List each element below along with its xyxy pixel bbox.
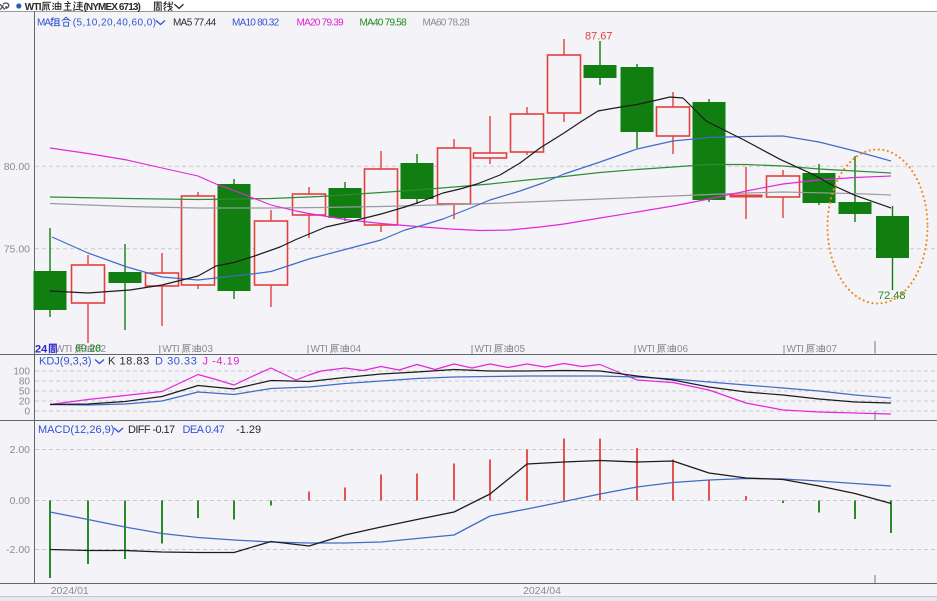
svg-text:50: 50 (19, 387, 31, 398)
svg-text:-2.00: -2.00 (6, 544, 30, 556)
svg-text:DEA 0.47: DEA 0.47 (183, 424, 225, 436)
svg-text:WTI: WTI (475, 344, 492, 355)
svg-text:WTI: WTI (162, 344, 179, 355)
svg-text:MA40 79.58: MA40 79.58 (360, 18, 408, 29)
svg-text:0: 0 (24, 407, 30, 418)
svg-text:D 30.33: D 30.33 (155, 356, 197, 368)
svg-text:2.00: 2.00 (10, 444, 31, 456)
svg-text:06: 06 (677, 344, 689, 355)
svg-text:WTI: WTI (311, 344, 328, 355)
svg-text:04: 04 (350, 344, 362, 355)
svg-text:03: 03 (202, 344, 214, 355)
svg-text:MA: MA (37, 18, 51, 29)
svg-text:100: 100 (13, 367, 30, 378)
svg-text:-1.29: -1.29 (236, 424, 261, 436)
svg-text:MA60 78.28: MA60 78.28 (423, 18, 471, 29)
svg-text:72.48: 72.48 (878, 290, 906, 302)
svg-text:20: 20 (19, 397, 31, 408)
svg-text:(NYMEX 6713): (NYMEX 6713) (84, 2, 141, 13)
svg-text:05: 05 (514, 344, 526, 355)
svg-text:07: 07 (826, 344, 838, 355)
svg-text:87.67: 87.67 (585, 31, 613, 43)
svg-text:WTI: WTI (25, 2, 42, 13)
svg-text:(5,10,20,40,60,0): (5,10,20,40,60,0) (73, 18, 157, 29)
svg-text:0.00: 0.00 (10, 495, 31, 507)
svg-text:K 18.83: K 18.83 (108, 356, 150, 368)
svg-text:J -4.19: J -4.19 (203, 356, 240, 368)
svg-text:75.00: 75.00 (4, 243, 30, 255)
svg-text:WTI: WTI (55, 344, 72, 355)
svg-text:80: 80 (19, 377, 31, 388)
svg-text:KDJ(9,3,3): KDJ(9,3,3) (39, 356, 92, 368)
svg-text:WTI: WTI (787, 344, 804, 355)
svg-text:24: 24 (35, 344, 48, 356)
svg-text:80.00: 80.00 (4, 161, 30, 173)
svg-text:MA20 79.39: MA20 79.39 (297, 18, 345, 29)
svg-text:DIFF -0.17: DIFF -0.17 (128, 424, 175, 436)
svg-text:2024/04: 2024/04 (523, 585, 561, 597)
svg-text:WTI: WTI (638, 344, 655, 355)
svg-text:MA5 77.44: MA5 77.44 (173, 18, 217, 29)
svg-text:02: 02 (95, 344, 107, 355)
svg-text:MACD(12,26,9): MACD(12,26,9) (38, 424, 114, 436)
svg-text:69.28: 69.28 (75, 343, 101, 355)
svg-text:2024/01: 2024/01 (51, 585, 89, 597)
svg-text:MA10 80.32: MA10 80.32 (232, 18, 280, 29)
